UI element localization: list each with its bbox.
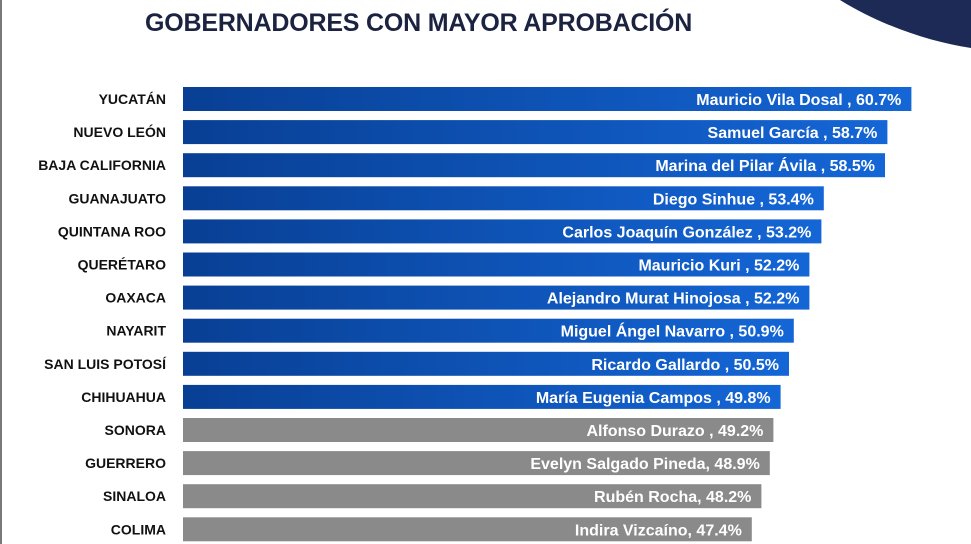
- state-label: QUINTANA ROO: [58, 223, 166, 239]
- bar: [183, 484, 762, 509]
- bar: [183, 318, 794, 343]
- bar: [183, 451, 770, 476]
- left-edge-border: [0, 0, 2, 544]
- bar-data-label: Carlos Joaquín González , 53.2%: [562, 224, 811, 241]
- bar: [183, 153, 885, 178]
- bar-data-label: Samuel García , 58.7%: [708, 125, 878, 142]
- bar-row: OAXACA Alejandro Murat Hinojosa , 52.2%: [105, 285, 810, 310]
- bar: [183, 252, 810, 277]
- bar-data-label: Ricardo Gallardo , 50.5%: [591, 357, 779, 374]
- state-label: GUERRERO: [85, 455, 166, 471]
- bar-row: SAN LUIS POTOSÍ Ricardo Gallardo , 50.5%: [44, 351, 789, 376]
- chart-title: GOBERNADORES CON MAYOR APROBACIÓN: [145, 9, 693, 37]
- bar: [183, 517, 752, 542]
- state-label: NAYARIT: [106, 323, 166, 339]
- bar: [183, 285, 810, 310]
- bar-row: GUERRERO Evelyn Salgado Pineda, 48.9%: [85, 451, 770, 476]
- bar-row: QUINTANA ROO Carlos Joaquín González , 53…: [58, 219, 822, 244]
- bar: [183, 418, 774, 442]
- bar-data-label: Rubén Rocha, 48.2%: [594, 489, 751, 506]
- state-label: QUERÉTARO: [78, 257, 167, 273]
- bar-data-label: Diego Sinhue , 53.4%: [653, 191, 814, 208]
- bar-row: CHIHUAHUA María Eugenia Campos , 49.8%: [81, 384, 781, 409]
- bar-row: QUERÉTARO Mauricio Kuri , 52.2%: [78, 252, 810, 277]
- bar-data-label: Mauricio Vila Dosal , 60.7%: [696, 92, 901, 109]
- bar-data-label: Mauricio Kuri , 52.2%: [638, 258, 799, 275]
- bar-data-label: Alfonso Durazo , 49.2%: [586, 423, 763, 440]
- bar-row: BAJA CALIFORNIA Marina del Pilar Ávila , …: [38, 153, 885, 178]
- state-label: SINALOA: [103, 488, 166, 504]
- state-label: COLIMA: [111, 521, 166, 537]
- bar-data-label: Miguel Ángel Navarro , 50.9%: [561, 322, 784, 341]
- bar-row: GUANAJUATO Diego Sinhue , 53.4%: [69, 186, 824, 211]
- bars-layer: YUCATÁN Mauricio Vila Dosal , 60.7% NUEVO …: [38, 87, 912, 542]
- state-label: GUANAJUATO: [69, 190, 167, 206]
- bar-data-label: Marina del Pilar Ávila , 58.5%: [655, 156, 875, 175]
- state-label: BAJA CALIFORNIA: [38, 157, 166, 173]
- state-label: CHIHUAHUA: [81, 389, 166, 405]
- bar-data-label: María Eugenia Campos , 49.8%: [536, 390, 771, 407]
- bar-data-label: Alejandro Murat Hinojosa , 52.2%: [547, 291, 800, 308]
- bar: [183, 186, 824, 211]
- bar-row: SONORA Alfonso Durazo , 49.2%: [105, 418, 774, 442]
- state-label: OAXACA: [105, 290, 166, 306]
- bar-row: NAYARIT Miguel Ángel Navarro , 50.9%: [106, 318, 794, 343]
- state-label: YUCATÁN: [99, 91, 166, 107]
- bar: [183, 87, 912, 111]
- bar: [183, 384, 781, 409]
- bar-data-label: Evelyn Salgado Pineda, 48.9%: [530, 456, 759, 473]
- bar: [183, 219, 822, 244]
- bar-row: COLIMA Indira Vizcaíno, 47.4%: [111, 517, 752, 542]
- state-label: NUEVO LEÓN: [73, 123, 166, 140]
- state-label: SAN LUIS POTOSÍ: [44, 356, 167, 372]
- bar-row: NUEVO LEÓN Samuel García , 58.7%: [73, 120, 888, 145]
- bar-data-label: Indira Vizcaíno, 47.4%: [575, 522, 742, 539]
- bar: [183, 351, 789, 376]
- bar-row: SINALOA Rubén Rocha, 48.2%: [103, 484, 762, 509]
- state-label: SONORA: [105, 422, 166, 438]
- bar-row: YUCATÁN Mauricio Vila Dosal , 60.7%: [99, 87, 912, 111]
- bar: [183, 120, 888, 145]
